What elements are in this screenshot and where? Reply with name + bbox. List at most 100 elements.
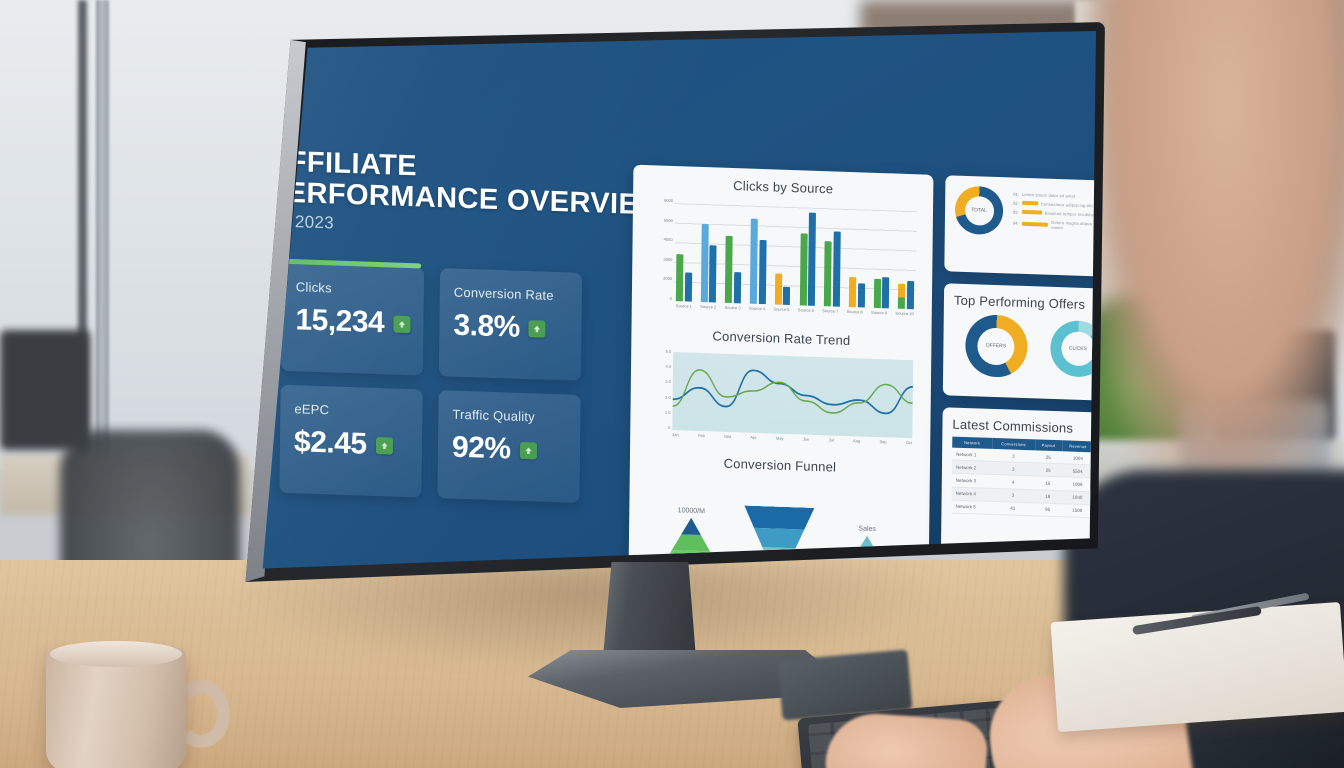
- bar: [832, 231, 841, 307]
- bar-group: [873, 277, 890, 309]
- table-column-header: Payout: [1034, 439, 1062, 452]
- bar: [882, 277, 890, 309]
- axis-tick-label: Source 5: [773, 306, 790, 312]
- main-charts-panel: Clicks by Source 6000 5000 4000 3000 200…: [628, 164, 934, 569]
- axis-tick-label: Source 3: [724, 304, 741, 311]
- table-cell: 1006: [1061, 477, 1094, 492]
- axis-tick-label: Source 8: [846, 308, 863, 315]
- trend-up-icon: [519, 441, 537, 459]
- page-title: AFFILIATE PERFORMANCE OVERVIEW Q4 2023: [267, 145, 667, 243]
- table-cell: 95: [1034, 502, 1062, 517]
- kpi-label: eEPC: [294, 401, 330, 418]
- table-cell: 25: [1034, 463, 1062, 478]
- bar: [700, 223, 709, 303]
- bar: [750, 218, 759, 304]
- axis-tick-label: Source 1: [675, 303, 692, 309]
- legend-swatch: [1021, 209, 1042, 215]
- background-monitor: [0, 330, 90, 450]
- legend-item: 01: Lorem ipsum dolor sit amet: [1013, 191, 1076, 199]
- axis-tick-label: Oct: [905, 439, 913, 446]
- kpi-card-traffic-quality[interactable]: Traffic Quality 92%: [437, 390, 581, 503]
- conversion-rate-trend-chart[interactable]: 5.0 4.0 3.0 2.0 1.0 0 Jan Feb Mar Apr May Jun…: [642, 347, 919, 454]
- bar-group: [750, 218, 767, 305]
- table-cell: Network 5: [951, 499, 992, 515]
- bar-chart-title: Clicks by Source: [733, 178, 834, 197]
- kpi-value: 15,234: [295, 303, 385, 340]
- bar-chart-bars: [674, 203, 917, 310]
- donut-legend: 01: Lorem ipsum dolor sit amet 02: Conse…: [1013, 191, 1102, 236]
- dashboard: AFFILIATE PERFORMANCE OVERVIEW Q4 2023 C…: [263, 31, 1102, 569]
- bar-group: [848, 276, 865, 308]
- funnel-stage-caption: 10000/M: [677, 507, 705, 516]
- offer-donut-a[interactable]: OFFERS: [964, 313, 1028, 379]
- funnel-stage-caption: [742, 502, 816, 505]
- computer-monitor: AFFILIATE PERFORMANCE OVERVIEW Q4 2023 C…: [205, 22, 1105, 582]
- table-title: Latest Commissions: [952, 416, 1074, 436]
- kpi-card-conversion-rate[interactable]: Conversion Rate 3.8%: [438, 268, 583, 381]
- line-chart-title: Conversion Rate Trend: [712, 328, 851, 349]
- bar: [684, 272, 692, 302]
- bar-group: [700, 223, 717, 303]
- bar: [824, 241, 832, 307]
- bar: [873, 278, 881, 309]
- line-chart-y-axis: 5.0 4.0 3.0 2.0 1.0 0: [664, 348, 672, 430]
- axis-tick-label: Aug: [853, 438, 861, 444]
- bar-chart-y-axis: 6000 5000 4000 3000 2000 0: [663, 197, 674, 301]
- bar-group: [774, 273, 791, 306]
- axis-tick-label: Jun: [802, 436, 810, 442]
- legend-swatch: [1021, 221, 1049, 227]
- axis-tick-label: Jul: [828, 437, 834, 443]
- funnel-stage-caption: Sales: [858, 525, 876, 534]
- axis-tick-label: Source 6: [797, 307, 814, 313]
- table-cell: 1500: [1060, 503, 1094, 518]
- axis-tick-label: May: [775, 435, 784, 441]
- bar: [783, 286, 791, 306]
- funnel-title: Conversion Funnel: [723, 455, 837, 475]
- donut-center-label: CLICKS: [1068, 345, 1088, 353]
- table-cell: Network 4: [951, 486, 992, 502]
- legend-text: Consectetur adipiscing elit sed: [1040, 200, 1102, 209]
- legend-item: 03: Eiusmod tempor incididunt ut labore: [1013, 209, 1096, 218]
- bar: [848, 276, 857, 308]
- clicks-by-source-bar-chart[interactable]: 6000 5000 4000 3000 2000 0 Source 1 Sourc…: [644, 198, 921, 325]
- window-mullion: [78, 0, 87, 470]
- table-cell: Network 2: [951, 460, 992, 475]
- kpi-card-eepc[interactable]: eEPC $2.45: [279, 384, 423, 498]
- bar-group: [725, 235, 742, 304]
- bar: [774, 273, 783, 305]
- monitor-screen: AFFILIATE PERFORMANCE OVERVIEW Q4 2023 C…: [262, 30, 1102, 569]
- axis-tick-label: Mar: [724, 433, 732, 440]
- kpi-label: Traffic Quality: [452, 406, 535, 425]
- axis-tick-label: Source 2: [700, 303, 717, 310]
- bar: [725, 235, 734, 304]
- bar: [857, 283, 865, 308]
- kpi-card-clicks[interactable]: Clicks 15,234: [280, 262, 425, 376]
- axis-tick-label: Source 4: [748, 305, 766, 312]
- legend-text: Lorem ipsum dolor sit amet: [1021, 191, 1076, 199]
- axis-tick-label: Source 10: [895, 310, 914, 317]
- kpi-value: 3.8%: [453, 308, 521, 344]
- kpi-value: 92%: [451, 430, 511, 466]
- coffee-mug: [46, 641, 186, 768]
- axis-tick-label: Source 9: [871, 309, 888, 316]
- table-cell: Network 3: [951, 473, 992, 488]
- bar-group: [799, 212, 817, 306]
- legend-swatch: [1021, 200, 1038, 206]
- donut-center-label: OFFERS: [985, 342, 1007, 350]
- donut-center-label: TOTAL: [971, 207, 987, 214]
- table-cell: 18: [1034, 489, 1062, 504]
- legend-item: 02: Consectetur adipiscing elit sed: [1013, 200, 1102, 209]
- trend-up-icon: [528, 319, 546, 338]
- table-cell: 5504: [1061, 463, 1094, 479]
- top-performing-offers-panel: Top Performing Offers OFFERS CLICKS: [942, 283, 1096, 402]
- bar: [906, 280, 915, 310]
- traffic-split-donut[interactable]: TOTAL: [954, 185, 1004, 236]
- kpi-value: $2.45: [293, 425, 367, 461]
- kpi-card-grid: Clicks 15,234 Conversion Rate 3.8%: [279, 262, 612, 504]
- bar-group: [824, 231, 841, 307]
- commissions-table[interactable]: Network Conversions Payout Revenue Profit Ne…: [951, 436, 1096, 520]
- kpi-label: Clicks: [295, 279, 332, 296]
- axis-tick-label: Jan: [672, 432, 679, 438]
- bar: [799, 233, 808, 306]
- bar: [898, 283, 906, 309]
